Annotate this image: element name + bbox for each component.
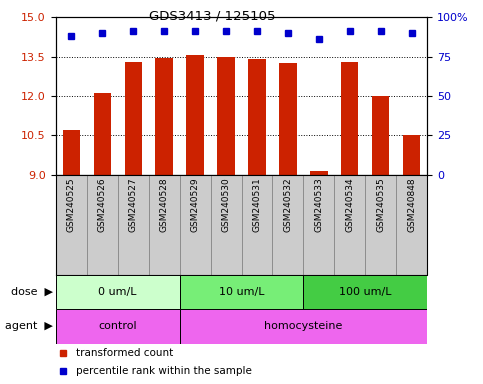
Bar — [156, 58, 172, 175]
Bar — [311, 171, 327, 175]
Bar — [125, 62, 142, 175]
Text: percentile rank within the sample: percentile rank within the sample — [76, 366, 252, 376]
Text: GSM240848: GSM240848 — [408, 178, 416, 232]
Bar — [180, 275, 303, 309]
Bar — [334, 175, 366, 275]
Text: GSM240535: GSM240535 — [376, 178, 385, 232]
Text: homocysteine: homocysteine — [264, 321, 342, 331]
Text: GSM240534: GSM240534 — [345, 178, 355, 232]
Bar — [94, 93, 111, 175]
Bar — [186, 55, 203, 175]
Text: transformed count: transformed count — [76, 348, 173, 358]
Bar — [280, 63, 297, 175]
Bar — [211, 175, 242, 275]
Bar — [397, 175, 427, 275]
Bar — [303, 175, 334, 275]
Bar — [180, 175, 211, 275]
Text: GSM240531: GSM240531 — [253, 178, 261, 232]
Text: GSM240529: GSM240529 — [190, 178, 199, 232]
Bar — [117, 175, 149, 275]
Bar — [56, 275, 180, 309]
Bar — [149, 175, 180, 275]
Bar — [403, 136, 421, 175]
Bar — [86, 175, 117, 275]
Bar — [180, 309, 427, 344]
Bar — [217, 57, 235, 175]
Bar — [62, 130, 80, 175]
Text: GSM240528: GSM240528 — [159, 178, 169, 232]
Text: agent  ▶: agent ▶ — [5, 321, 53, 331]
Text: GSM240525: GSM240525 — [67, 178, 75, 232]
Text: GSM240530: GSM240530 — [222, 178, 230, 232]
Bar — [372, 96, 389, 175]
Text: control: control — [98, 321, 137, 331]
Bar — [366, 175, 397, 275]
Bar — [242, 175, 272, 275]
Bar — [303, 275, 427, 309]
Bar — [56, 175, 86, 275]
Bar — [248, 59, 266, 175]
Text: GSM240527: GSM240527 — [128, 178, 138, 232]
Text: 100 um/L: 100 um/L — [339, 287, 392, 297]
Text: GSM240532: GSM240532 — [284, 178, 293, 232]
Text: 10 um/L: 10 um/L — [219, 287, 264, 297]
Bar — [341, 62, 358, 175]
Bar — [272, 175, 303, 275]
Text: 0 um/L: 0 um/L — [98, 287, 137, 297]
Text: dose  ▶: dose ▶ — [11, 287, 53, 297]
Text: GSM240533: GSM240533 — [314, 178, 324, 232]
Bar — [56, 309, 180, 344]
Text: GSM240526: GSM240526 — [98, 178, 107, 232]
Text: GDS3413 / 125105: GDS3413 / 125105 — [149, 10, 276, 23]
